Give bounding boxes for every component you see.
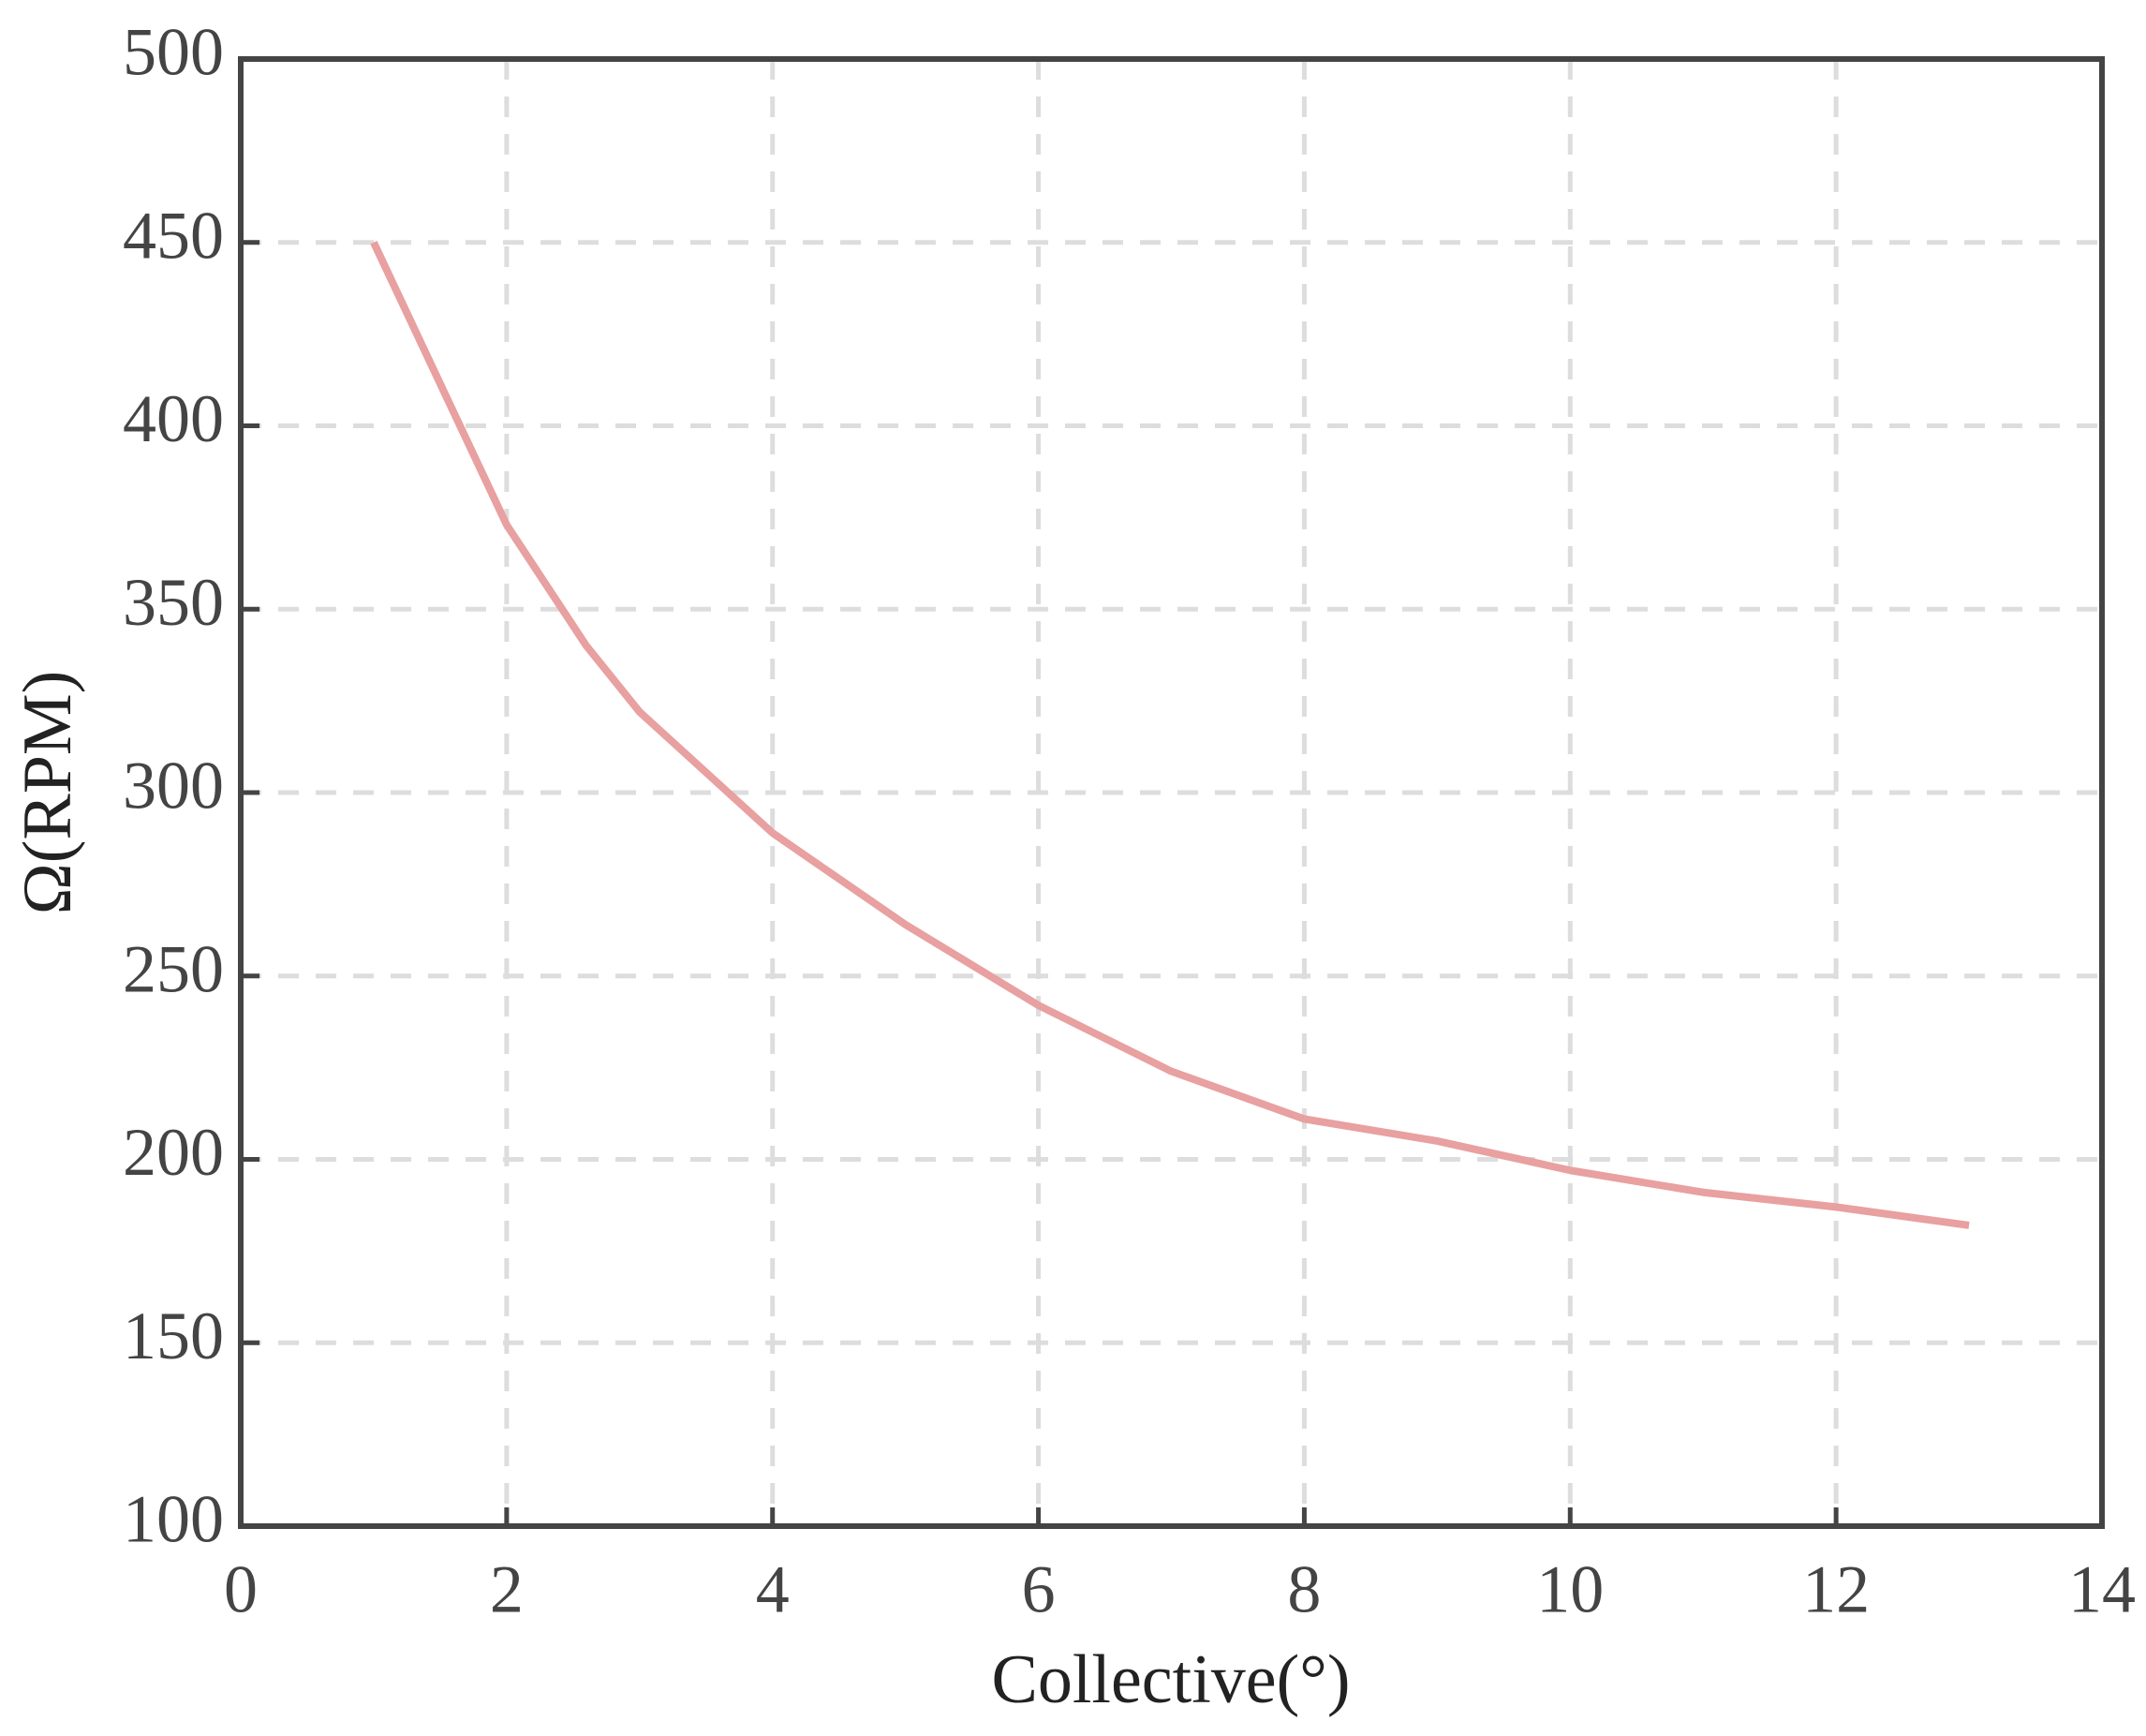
y-tick-label: 500	[123, 15, 224, 90]
x-tick-label: 4	[756, 1552, 790, 1627]
x-tick-label: 12	[1802, 1552, 1870, 1627]
x-tick-label: 14	[2068, 1552, 2136, 1627]
x-tick-label: 6	[1022, 1552, 1056, 1627]
y-tick-label: 150	[123, 1298, 224, 1373]
y-tick-label: 450	[123, 198, 224, 273]
y-tick-label: 300	[123, 749, 224, 823]
x-tick-label: 8	[1287, 1552, 1321, 1627]
y-tick-label: 250	[123, 931, 224, 1006]
x-tick-label: 2	[490, 1552, 524, 1627]
x-tick-label: 10	[1536, 1552, 1604, 1627]
y-tick-label: 200	[123, 1115, 224, 1190]
y-tick-label: 100	[123, 1482, 224, 1557]
y-tick-label: 350	[123, 565, 224, 640]
data-line	[370, 241, 1970, 1229]
x-tick-label: 0	[224, 1552, 258, 1627]
plot-frame	[238, 56, 2105, 1529]
y-axis-title: Ω(RPM)	[9, 671, 86, 915]
y-tick-label: 400	[123, 381, 224, 456]
x-axis-title: Collective(°)	[991, 1641, 1350, 1718]
